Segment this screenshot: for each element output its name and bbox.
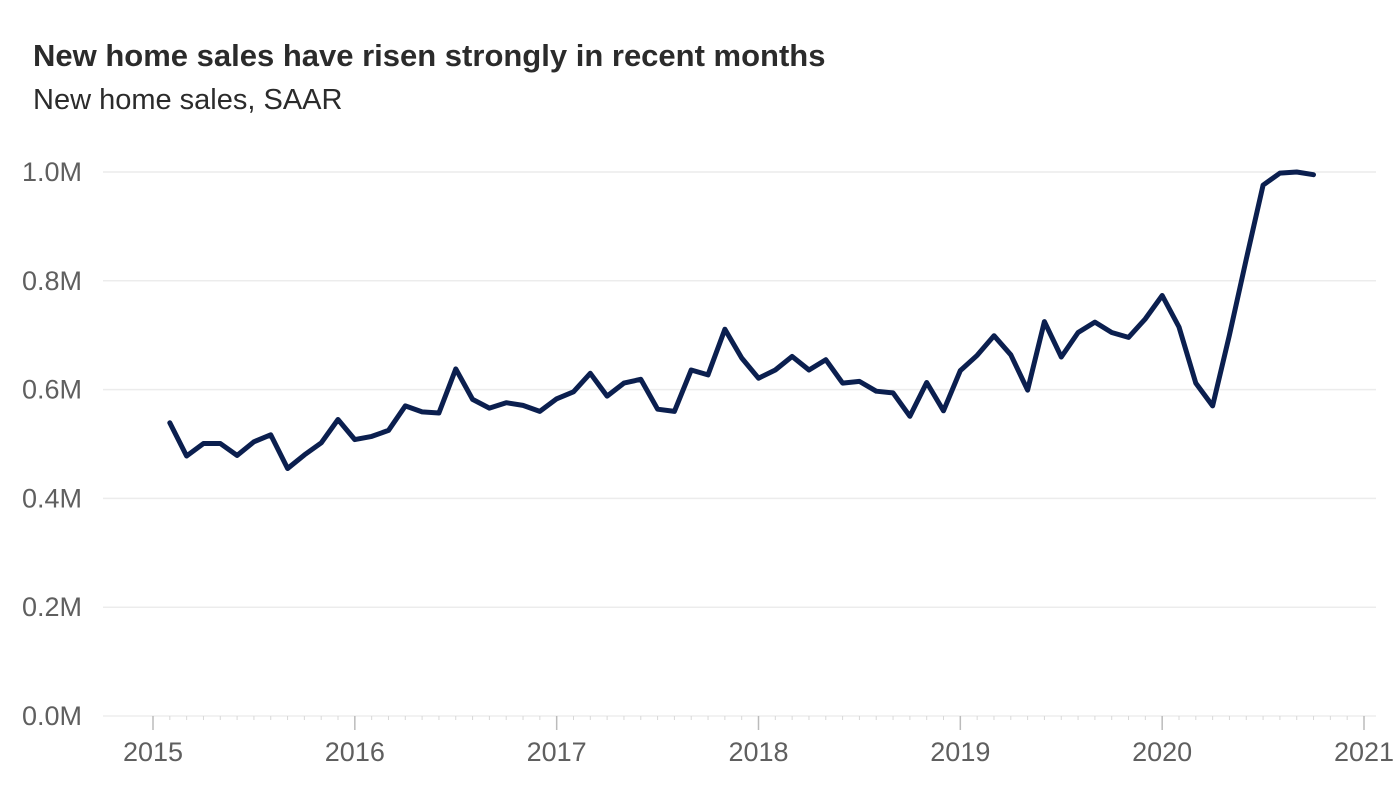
x-tick-label: 2021 bbox=[1334, 737, 1394, 767]
x-tick-label: 2017 bbox=[527, 737, 587, 767]
series-line bbox=[167, 169, 1316, 471]
y-tick-label: 1.0M bbox=[22, 157, 82, 187]
y-tick-label: 0.0M bbox=[22, 701, 82, 731]
y-tick-label: 0.6M bbox=[22, 375, 82, 405]
series bbox=[167, 169, 1316, 471]
y-tick-label: 0.8M bbox=[22, 266, 82, 296]
x-tick-label: 2018 bbox=[728, 737, 788, 767]
x-tick-label: 2015 bbox=[123, 737, 183, 767]
x-tick-label: 2020 bbox=[1132, 737, 1192, 767]
y-axis: 0.0M 0.2M 0.4M 0.6M 0.8M 1.0M bbox=[22, 157, 82, 731]
chart-subtitle: New home sales, SAAR bbox=[33, 84, 343, 116]
chart-title: New home sales have risen strongly in re… bbox=[33, 38, 826, 73]
x-tick-label: 2019 bbox=[930, 737, 990, 767]
y-tick-label: 0.4M bbox=[22, 483, 82, 513]
x-tick-label: 2016 bbox=[325, 737, 385, 767]
y-tick-label: 0.2M bbox=[22, 592, 82, 622]
grid bbox=[103, 171, 1376, 608]
x-axis: 2015 2016 2017 2018 2019 2020 2021 bbox=[103, 715, 1394, 767]
